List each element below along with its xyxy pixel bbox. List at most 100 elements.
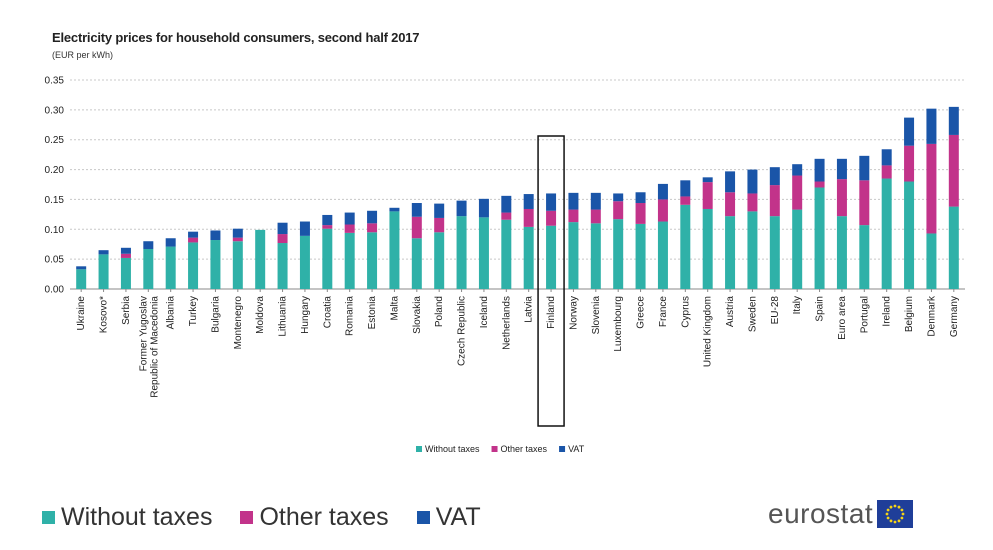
eurostat-logo-text: eurostat	[768, 498, 874, 529]
bar-segment-other-taxes	[904, 145, 915, 182]
without-taxes-swatch	[42, 511, 55, 524]
bar-segment-vat	[501, 195, 512, 213]
bar-segment-without-taxes	[769, 216, 780, 289]
large-legend-item-other-taxes: Other taxes	[240, 503, 389, 532]
x-tick-label: Lithuania	[278, 296, 289, 337]
bar-segment-vat	[120, 247, 131, 254]
bar-segment-vat	[836, 158, 847, 180]
large-legend-item-vat: VAT	[416, 503, 481, 532]
bar-segment-other-taxes	[881, 165, 892, 179]
bar-segment-vat	[299, 221, 310, 236]
bar-segment-without-taxes	[76, 269, 87, 289]
other-taxes-swatch	[240, 511, 254, 524]
bar-segment-without-taxes	[747, 211, 758, 289]
x-tick-label: Sweden	[747, 296, 758, 332]
bar-segment-without-taxes	[680, 204, 691, 289]
bar-segment-other-taxes	[725, 192, 736, 217]
bar-segment-vat	[926, 108, 937, 144]
bar-segment-vat	[635, 192, 646, 204]
x-tick-label: Euro area	[837, 296, 848, 340]
bar-segment-other-taxes	[792, 175, 803, 210]
bar-segment-without-taxes	[255, 229, 266, 289]
bar-segment-other-taxes	[859, 180, 870, 226]
eu-flag-star	[900, 508, 904, 512]
bar-segment-without-taxes	[657, 221, 668, 289]
eu-flag-star	[885, 512, 889, 516]
bar-segment-without-taxes	[322, 228, 333, 289]
x-tick-label: Spain	[815, 296, 826, 322]
bar-segment-without-taxes	[613, 219, 624, 289]
x-tick-label: EU-28	[770, 296, 781, 325]
bar-segment-without-taxes	[389, 211, 400, 289]
bar-segment-other-taxes	[523, 208, 534, 227]
bar-segment-vat	[344, 212, 355, 225]
x-tick-label: Norway	[568, 296, 579, 330]
bar-segment-without-taxes	[590, 223, 601, 289]
x-tick-label: Austria	[725, 296, 736, 328]
x-tick-label: Poland	[434, 296, 445, 327]
eu-flag-star	[893, 520, 897, 524]
bar-segment-other-taxes	[322, 225, 333, 229]
bar-segment-other-taxes	[188, 237, 199, 243]
bar-segment-vat	[411, 203, 422, 217]
legend-swatch-other-taxes	[491, 446, 498, 452]
bar-segment-without-taxes	[344, 232, 355, 289]
bar-segment-without-taxes	[635, 223, 646, 289]
bar-segment-vat	[367, 210, 378, 224]
bar-segment-without-taxes	[836, 216, 847, 289]
bar-segment-vat	[165, 238, 176, 247]
x-tick-label: Netherlands	[501, 296, 512, 350]
bar-segment-without-taxes	[725, 216, 736, 289]
x-tick-label: Cyprus	[680, 296, 691, 328]
bar-segment-without-taxes	[546, 225, 557, 289]
eu-flag-star	[886, 508, 890, 512]
bar-segment-vat	[76, 266, 87, 270]
large-legend: Without taxes Other taxes VAT	[42, 503, 509, 532]
y-tick-label: 0.35	[45, 76, 65, 87]
y-tick-label: 0.00	[45, 285, 65, 296]
bar-segment-other-taxes	[120, 253, 131, 258]
bar-segment-other-taxes	[344, 224, 355, 233]
bar-segment-without-taxes	[792, 209, 803, 289]
bar-segment-without-taxes	[568, 222, 579, 289]
eu-flag-star	[897, 505, 901, 509]
bar-segment-without-taxes	[232, 241, 243, 289]
x-tick-label: Serbia	[121, 296, 132, 325]
bar-segment-vat	[814, 158, 825, 182]
x-tick-label: Croatia	[322, 296, 333, 329]
bar-segment-without-taxes	[523, 226, 534, 289]
bar-segment-vat	[948, 106, 959, 135]
bar-segment-without-taxes	[120, 257, 131, 289]
bar-segment-other-taxes	[769, 185, 780, 217]
eu-flag-star	[900, 516, 904, 520]
bar-segment-other-taxes	[568, 209, 579, 223]
x-tick-label: Romania	[345, 296, 356, 336]
eu-flag-star	[889, 505, 893, 509]
x-tick-label: Estonia	[367, 296, 378, 330]
bar-segment-vat	[859, 155, 870, 181]
bar-segment-vat	[98, 250, 109, 255]
x-tick-label: Belgium	[904, 296, 915, 332]
bar-segment-vat	[546, 193, 557, 211]
bar-segment-other-taxes	[411, 216, 422, 239]
stacked-bar-chart: 0.00 0.05 0.10 0.15 0.20 0.25 0.30 0.35 Ukraine K…	[45, 76, 965, 454]
bar-segment-vat	[702, 177, 713, 183]
bar-segment-without-taxes	[904, 181, 915, 289]
bar-segment-without-taxes	[859, 225, 870, 289]
bar-segment-vat	[232, 228, 243, 238]
x-tick-label: Albania	[166, 296, 177, 330]
bar-segment-other-taxes	[814, 181, 825, 188]
bar-segment-vat	[434, 203, 445, 218]
bar-segment-without-taxes	[456, 216, 467, 289]
bar-segment-other-taxes	[680, 196, 691, 205]
bar-segment-other-taxes	[590, 209, 601, 224]
legend-label-vat: VAT	[568, 444, 585, 454]
bar-segment-other-taxes	[232, 237, 243, 242]
bar-segment-without-taxes	[411, 238, 422, 289]
bar-segment-other-taxes	[501, 212, 512, 220]
bar-segment-without-taxes	[98, 254, 109, 289]
bar-segment-other-taxes	[948, 134, 959, 207]
large-legend-item-without-taxes: Without taxes	[42, 503, 212, 532]
bar-segment-without-taxes	[948, 206, 959, 289]
x-tick-label: France	[658, 296, 669, 328]
